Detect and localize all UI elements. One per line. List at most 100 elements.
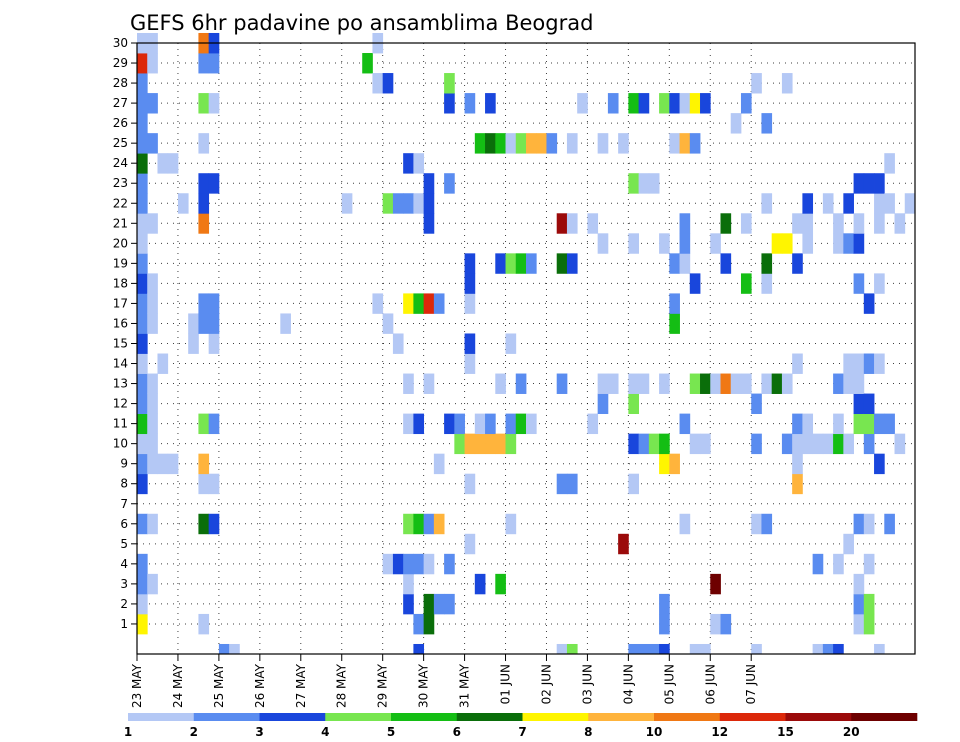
legend-swatch [785, 713, 852, 721]
heatmap-cell [833, 643, 844, 655]
heatmap-cell [382, 73, 394, 94]
y-tick-label: 23 [113, 176, 128, 190]
heatmap-cell [771, 373, 783, 394]
y-tick-label: 1 [120, 617, 128, 631]
heatmap-cell [147, 433, 158, 455]
heatmap-cell [802, 413, 814, 435]
heatmap-cell [137, 153, 148, 174]
heatmap-cell [413, 153, 425, 174]
heatmap-cell [198, 473, 210, 495]
heatmap-cell [515, 253, 527, 274]
heatmap-cell [812, 643, 824, 655]
heatmap-cell [822, 193, 834, 214]
y-tick-label: 8 [120, 477, 128, 491]
heatmap-cell [853, 613, 865, 635]
heatmap-cell [740, 273, 752, 294]
heatmap-cell [566, 253, 578, 274]
heatmap-cell [833, 213, 844, 234]
heatmap-cell [454, 433, 465, 455]
heatmap-cell [198, 513, 210, 535]
x-tick-label: 05 JUN [662, 664, 676, 704]
heatmap-cell [853, 373, 865, 394]
heatmap-cell [853, 213, 865, 234]
heatmap-cell [515, 413, 527, 435]
heatmap-cell [751, 393, 762, 415]
heatmap-cell [689, 273, 701, 294]
heatmap-cell [884, 413, 895, 435]
heatmap-cell [740, 93, 752, 114]
heatmap-cell [853, 273, 865, 294]
heatmap-cell [423, 593, 435, 615]
y-tick-label: 27 [113, 96, 128, 110]
heatmap-cell [720, 373, 732, 394]
heatmap-cell [679, 413, 691, 435]
heatmap-cell [597, 233, 609, 254]
heatmap-cell [843, 353, 854, 374]
heatmap-cell [802, 213, 814, 234]
heatmap-cell [423, 553, 435, 575]
heatmap-cell [628, 93, 640, 114]
legend-label: 1 [124, 725, 132, 739]
heatmap-cell [566, 643, 578, 655]
heatmap-cell [853, 573, 865, 595]
y-tick-label: 17 [113, 296, 128, 310]
heatmap-cell [137, 233, 148, 254]
heatmap-cell [802, 433, 814, 455]
heatmap-cell [679, 233, 691, 254]
legend-label: 7 [518, 725, 526, 739]
heatmap-cell [526, 253, 537, 274]
heatmap-cell [495, 373, 506, 394]
legend-label: 10 [646, 725, 663, 739]
heatmap-cell [720, 253, 732, 274]
heatmap-cell [137, 313, 148, 334]
heatmap-cell [147, 53, 158, 74]
heatmap-cell [137, 353, 148, 374]
legend-label: 20 [843, 725, 860, 739]
heatmap-cell [372, 73, 384, 94]
heatmap-cell [423, 613, 435, 635]
heatmap-cell [423, 373, 435, 394]
heatmap-cell [464, 533, 476, 555]
heatmap-cell [218, 643, 230, 655]
heatmap-cell [792, 353, 803, 374]
heatmap-cell [638, 93, 650, 114]
heatmap-cell [597, 373, 609, 394]
heatmap-cell [607, 93, 619, 114]
heatmap-cell [403, 553, 414, 575]
heatmap-cell [208, 473, 220, 495]
heatmap-cell [853, 233, 865, 254]
heatmap-cell [781, 233, 793, 254]
heatmap-cell [740, 373, 752, 394]
legend-swatch [325, 713, 392, 721]
legend-swatch [456, 713, 523, 721]
heatmap-cell [464, 93, 476, 114]
x-tick-label: 03 JUN [580, 664, 594, 704]
plot-frame [136, 42, 916, 655]
heatmap-cell [669, 133, 680, 154]
heatmap-cell [689, 93, 701, 114]
heatmap-cell [147, 573, 158, 595]
heatmap-cell [423, 193, 435, 214]
heatmap-cell [413, 553, 425, 575]
heatmap-cell [147, 393, 158, 415]
heatmap-cell [413, 643, 425, 655]
heatmap-cell [863, 293, 875, 314]
heatmap-cell [444, 173, 455, 194]
heatmap-cell [802, 193, 814, 214]
heatmap-cell [198, 93, 210, 114]
legend-swatch [851, 713, 918, 721]
heatmap-cell [198, 413, 210, 435]
heatmap-cell [761, 253, 773, 274]
y-tick-label: 28 [113, 76, 128, 90]
legend-label: 15 [777, 725, 794, 739]
heatmap-cell [444, 593, 455, 615]
heatmap-cell [505, 333, 517, 354]
heatmap-cell [198, 193, 210, 214]
heatmap-cell [157, 453, 169, 475]
heatmap-cell [679, 513, 691, 535]
heatmap-cell [147, 133, 158, 154]
heatmap-cell [853, 513, 865, 535]
heatmap-cell [628, 393, 640, 415]
heatmap-cell [147, 513, 158, 535]
heatmap-cell [413, 293, 425, 314]
